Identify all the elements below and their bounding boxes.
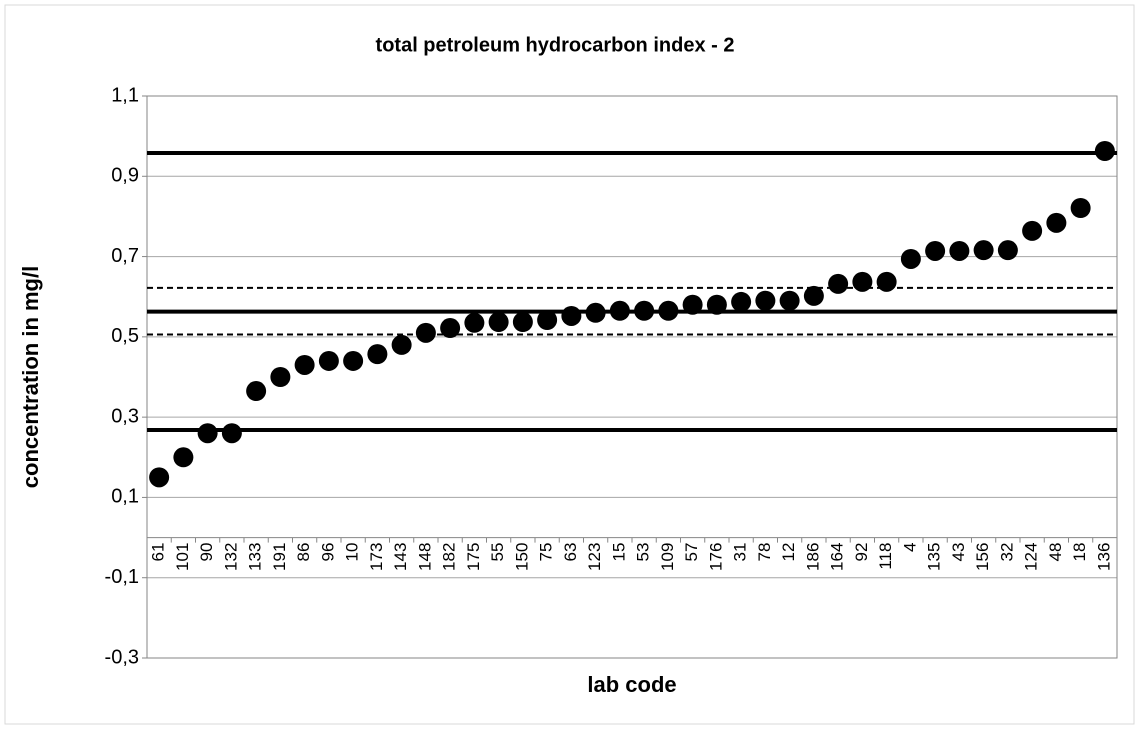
- x-tick-label: 18: [1070, 543, 1089, 562]
- data-point: [997, 240, 1018, 261]
- x-tick-label: 32: [997, 543, 1016, 562]
- x-tick-label: 86: [294, 543, 313, 562]
- data-point: [488, 312, 509, 333]
- x-tick-label: 135: [925, 543, 944, 571]
- y-tick-label: 0,3: [111, 405, 139, 427]
- x-tick-label: 136: [1094, 543, 1113, 571]
- x-tick-label: 61: [149, 543, 168, 562]
- x-tick-label: 75: [537, 543, 556, 562]
- x-tick-label: 176: [706, 543, 725, 571]
- x-tick-label: 124: [1022, 543, 1041, 571]
- x-tick-label: 31: [731, 543, 750, 562]
- data-point: [585, 302, 606, 323]
- x-tick-label: 173: [367, 543, 386, 571]
- y-tick-label: -0,3: [105, 646, 139, 668]
- data-point: [755, 290, 776, 311]
- data-point: [270, 367, 291, 387]
- x-tick-label: 57: [682, 543, 701, 562]
- y-tick-label: 0,1: [111, 486, 139, 508]
- y-tick-label: 1,1: [111, 84, 139, 106]
- x-tick-label: 43: [949, 543, 968, 562]
- data-point: [1070, 197, 1091, 218]
- data-point: [973, 240, 994, 261]
- data-point: [1022, 220, 1043, 241]
- x-tick-label: 175: [464, 543, 483, 571]
- data-point: [415, 322, 436, 343]
- x-tick-label: 164: [828, 543, 847, 571]
- data-point: [803, 285, 824, 306]
- data-point: [1046, 212, 1067, 233]
- x-tick-label: 123: [585, 543, 604, 571]
- x-tick-label: 143: [391, 543, 410, 571]
- data-point: [512, 312, 533, 333]
- x-tick-label: 4: [900, 543, 919, 552]
- x-tick-label: 133: [246, 543, 265, 571]
- x-axis-label: lab code: [587, 672, 676, 697]
- x-tick-label: 63: [561, 543, 580, 562]
- x-tick-label: 182: [440, 543, 459, 571]
- x-tick-label: 90: [197, 543, 216, 562]
- x-tick-label: 118: [876, 543, 895, 570]
- x-tick-label: 10: [343, 543, 362, 562]
- data-point: [949, 240, 970, 261]
- data-point: [367, 344, 388, 365]
- y-tick-label: 0,9: [111, 165, 139, 187]
- chart-border: [4, 4, 1135, 725]
- data-point: [828, 273, 849, 294]
- data-point: [246, 381, 267, 402]
- data-point: [440, 318, 461, 339]
- data-point: [658, 300, 679, 321]
- y-tick-label: -0,1: [105, 566, 139, 588]
- data-point: [318, 350, 339, 371]
- x-tick-label: 78: [755, 543, 774, 562]
- data-point: [561, 305, 582, 326]
- x-tick-label: 109: [658, 543, 677, 571]
- x-tick-label: 12: [779, 543, 798, 562]
- y-tick-label: 0,7: [111, 245, 139, 267]
- x-tick-label: 96: [318, 543, 337, 562]
- data-point: [1094, 140, 1115, 161]
- x-tick-label: 132: [221, 543, 240, 571]
- data-point: [779, 290, 800, 311]
- x-tick-label: 55: [488, 543, 507, 562]
- plot-border: [146, 95, 1118, 659]
- x-tick-label: 148: [415, 543, 434, 571]
- data-point: [221, 423, 242, 444]
- data-point: [197, 423, 218, 444]
- y-tick-label: 0,5: [111, 325, 139, 347]
- data-point: [537, 309, 558, 330]
- data-point: [706, 294, 727, 315]
- data-point: [852, 271, 873, 292]
- x-tick-label: 53: [634, 543, 653, 562]
- x-tick-label: 186: [803, 543, 822, 571]
- x-tick-label: 92: [852, 543, 871, 562]
- data-point: [609, 300, 630, 321]
- data-point: [391, 334, 412, 355]
- x-tick-label: 101: [173, 543, 192, 571]
- data-point: [925, 240, 946, 261]
- data-point: [294, 354, 315, 375]
- data-point: [900, 248, 921, 269]
- x-tick-label: 15: [609, 543, 628, 562]
- data-point: [464, 312, 485, 333]
- y-axis-label: concentration in mg/l: [18, 266, 43, 488]
- x-tick-label: 150: [512, 543, 531, 571]
- data-point: [876, 271, 897, 292]
- data-point: [149, 467, 170, 488]
- data-point: [343, 350, 364, 371]
- x-tick-label: 48: [1046, 543, 1065, 562]
- chart-title: total petroleum hydrocarbon index - 2: [376, 34, 735, 56]
- data-point: [634, 300, 655, 321]
- data-point: [731, 291, 752, 312]
- x-tick-label: 191: [270, 543, 289, 571]
- x-tick-label: 156: [973, 543, 992, 571]
- data-point: [682, 294, 703, 315]
- data-point: [173, 447, 194, 468]
